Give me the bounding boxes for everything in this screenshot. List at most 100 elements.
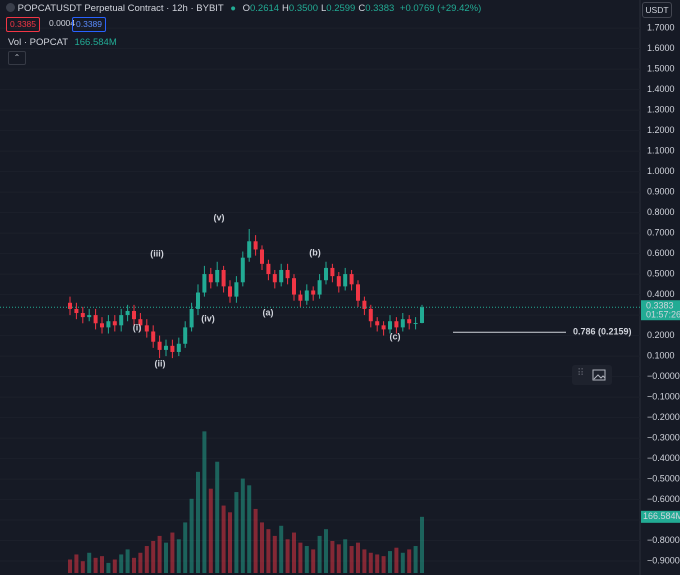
volume-bar bbox=[304, 546, 309, 573]
candle-body bbox=[381, 325, 386, 330]
spread: 0.0004 bbox=[49, 18, 75, 28]
volume-bar bbox=[266, 529, 271, 573]
wave-label: (i) bbox=[133, 322, 142, 332]
volume-bar bbox=[93, 557, 98, 573]
y-tick-label: 1.2000 bbox=[647, 125, 675, 135]
volume-bar bbox=[208, 488, 213, 573]
y-tick-label: 1.0000 bbox=[647, 166, 675, 176]
countdown-label: 01:57:26 bbox=[646, 310, 680, 320]
volume-label: Vol · POPCAT bbox=[8, 37, 68, 48]
candle-body bbox=[208, 274, 213, 283]
wave-label: (a) bbox=[263, 307, 274, 317]
volume-bar bbox=[330, 540, 335, 573]
candle-body bbox=[119, 315, 124, 326]
y-tick-label: 0.4000 bbox=[647, 289, 675, 299]
candle-body bbox=[221, 269, 226, 287]
candle-body bbox=[106, 321, 111, 328]
volume-bar bbox=[87, 552, 92, 573]
volume-bar bbox=[356, 542, 360, 573]
candle-body bbox=[228, 286, 232, 297]
candle-body bbox=[324, 267, 328, 281]
volume-bar bbox=[375, 554, 380, 573]
volume-bar bbox=[400, 552, 405, 573]
volume-bar bbox=[368, 552, 373, 573]
volume-bar bbox=[138, 552, 143, 573]
volume-bar bbox=[151, 540, 156, 573]
candle-body bbox=[144, 325, 149, 332]
candle-body bbox=[279, 269, 284, 283]
candle-body bbox=[157, 341, 162, 350]
screenshot-icon[interactable] bbox=[592, 369, 606, 381]
volume-bar bbox=[119, 554, 124, 573]
candle-body bbox=[138, 319, 143, 326]
y-tick-label: 0.6000 bbox=[647, 248, 675, 258]
wave-label: (iv) bbox=[201, 313, 215, 323]
y-tick-label: 0.8000 bbox=[647, 207, 675, 217]
candle-body bbox=[343, 274, 348, 287]
candle-body bbox=[170, 345, 175, 352]
volume-bar bbox=[112, 559, 117, 573]
volume-bar bbox=[381, 556, 386, 573]
wave-label: (b) bbox=[309, 247, 321, 257]
ohlc-legend: O0.2614 H0.3500 L0.2599 C0.3383 bbox=[243, 3, 398, 14]
candle-body bbox=[80, 313, 85, 318]
volume-bar bbox=[407, 549, 412, 573]
candle-body bbox=[132, 310, 136, 320]
candle-body bbox=[368, 308, 373, 322]
candle-body bbox=[93, 315, 98, 324]
sell-price[interactable]: 0.3385 bbox=[6, 17, 40, 32]
volume-bar bbox=[215, 461, 220, 573]
candle-body bbox=[330, 267, 335, 277]
y-tick-label: −0.4000 bbox=[647, 453, 680, 463]
y-tick-label: 1.4000 bbox=[647, 84, 675, 94]
volume-bar bbox=[343, 539, 348, 573]
candle-body bbox=[375, 321, 380, 326]
volume-bar bbox=[279, 525, 284, 573]
y-tick-label: 0.1000 bbox=[647, 350, 675, 360]
y-tick-label: −0.8000 bbox=[647, 535, 680, 545]
collapse-button[interactable]: ⌃ bbox=[8, 51, 26, 65]
volume-bar bbox=[183, 522, 188, 573]
candle-body bbox=[272, 274, 277, 283]
volume-bar bbox=[196, 471, 200, 573]
ohlc-key: H bbox=[282, 3, 289, 14]
chart-title[interactable]: POPCATUSDT Perpetual Contract · 12h · BY… bbox=[17, 3, 224, 14]
volume-bar bbox=[336, 544, 341, 573]
buy-price[interactable]: 0.3389 bbox=[72, 17, 106, 32]
drag-handle[interactable]: ⠿ bbox=[577, 368, 585, 379]
volume-bar bbox=[247, 485, 252, 573]
y-tick-label: 0.7000 bbox=[647, 227, 675, 237]
currency-button[interactable]: USDT bbox=[642, 2, 672, 18]
y-tick-label: −0.0000 bbox=[647, 371, 680, 381]
candle-body bbox=[304, 290, 309, 301]
y-tick-label: −0.3000 bbox=[647, 432, 680, 442]
volume-bar bbox=[100, 556, 104, 573]
change: +0.0769 (+29.42%) bbox=[399, 3, 482, 14]
status-dot: ● bbox=[230, 3, 236, 14]
candle-body bbox=[74, 308, 79, 314]
candle-body bbox=[189, 308, 194, 328]
candle-body bbox=[253, 241, 258, 250]
y-tick-label: −0.6000 bbox=[647, 494, 680, 504]
candle-body bbox=[196, 292, 200, 309]
price-axis-bg bbox=[640, 0, 680, 575]
candle-body bbox=[298, 294, 303, 301]
candle-body bbox=[336, 276, 341, 287]
volume-bar bbox=[157, 535, 162, 573]
candle-body bbox=[240, 257, 245, 283]
candle-body bbox=[407, 319, 412, 324]
volume-bar bbox=[420, 516, 424, 573]
candle-body bbox=[68, 302, 72, 309]
volume-bar bbox=[240, 478, 245, 573]
candle-body bbox=[151, 331, 156, 342]
candle-body bbox=[420, 307, 424, 323]
wave-label: (v) bbox=[214, 212, 225, 222]
candle-body bbox=[362, 300, 367, 309]
volume-bar bbox=[132, 557, 136, 573]
volume-tag bbox=[641, 510, 680, 523]
volume-tag-label: 166.584M bbox=[643, 511, 680, 521]
volume-bar bbox=[74, 554, 79, 573]
volume-bar bbox=[189, 498, 194, 573]
volume-bar bbox=[170, 532, 175, 573]
